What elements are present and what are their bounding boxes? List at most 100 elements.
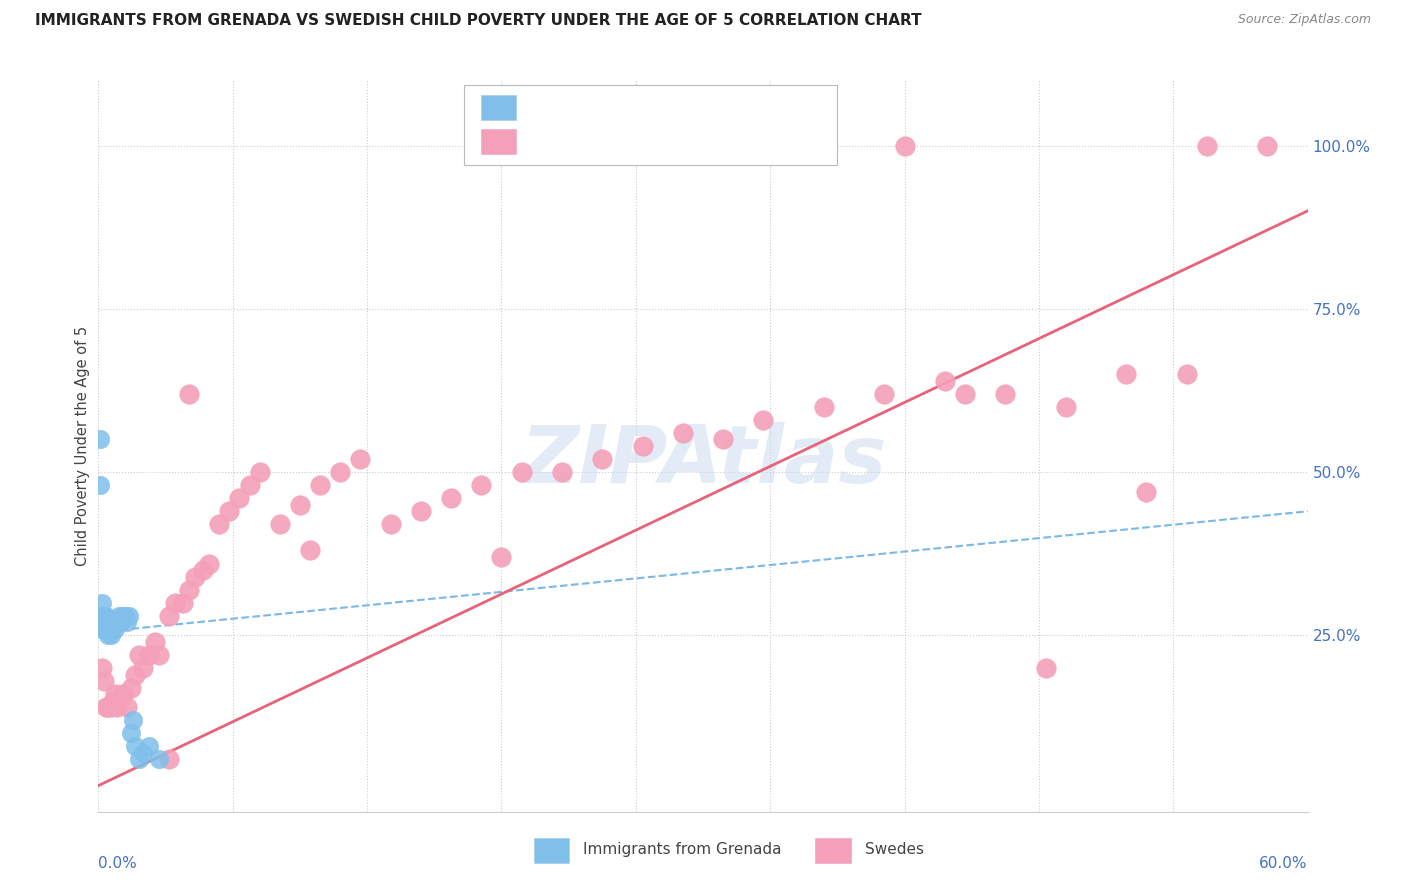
Point xyxy=(93,674,115,689)
Text: Swedes: Swedes xyxy=(865,842,924,857)
Point xyxy=(711,433,734,447)
Point xyxy=(101,615,124,630)
Point xyxy=(208,517,231,532)
Point xyxy=(100,628,122,642)
Point xyxy=(269,517,291,532)
Point xyxy=(111,687,134,701)
Point xyxy=(132,661,155,675)
Point xyxy=(228,491,250,506)
Point xyxy=(138,739,160,754)
Point xyxy=(143,635,166,649)
Point xyxy=(89,608,111,623)
Point xyxy=(1175,367,1198,381)
Text: ZIPAtlas: ZIPAtlas xyxy=(520,422,886,500)
Y-axis label: Child Poverty Under the Age of 5: Child Poverty Under the Age of 5 xyxy=(75,326,90,566)
Point xyxy=(349,452,371,467)
Point xyxy=(120,681,142,695)
Point xyxy=(97,615,120,630)
Point xyxy=(97,622,120,636)
Point xyxy=(631,439,654,453)
Point xyxy=(510,465,533,479)
Point xyxy=(93,608,115,623)
Point xyxy=(105,700,128,714)
Point xyxy=(103,615,125,630)
Point xyxy=(100,615,122,630)
Point xyxy=(672,425,695,440)
Point xyxy=(551,465,574,479)
Point xyxy=(121,714,143,728)
Point xyxy=(177,582,201,597)
Point xyxy=(138,648,160,662)
Point xyxy=(103,622,125,636)
Point xyxy=(124,667,146,681)
Text: Source: ZipAtlas.com: Source: ZipAtlas.com xyxy=(1237,13,1371,27)
Point xyxy=(934,374,956,388)
Point xyxy=(91,622,114,636)
Point xyxy=(239,478,262,492)
Point xyxy=(114,608,136,623)
Point xyxy=(218,504,240,518)
Point xyxy=(163,596,186,610)
Point xyxy=(100,622,122,636)
Point xyxy=(101,694,124,708)
Point xyxy=(148,752,170,766)
Point xyxy=(97,700,120,714)
Point xyxy=(172,596,194,610)
Point xyxy=(128,752,150,766)
Point xyxy=(128,648,150,662)
Point xyxy=(110,615,132,630)
Point xyxy=(198,557,221,571)
Point xyxy=(491,549,513,564)
Point xyxy=(752,413,775,427)
Point xyxy=(1054,400,1077,414)
Point xyxy=(120,726,142,740)
Point xyxy=(148,648,170,662)
Text: N = 64: N = 64 xyxy=(666,133,727,148)
Point xyxy=(93,622,115,636)
Text: Immigrants from Grenada: Immigrants from Grenada xyxy=(583,842,782,857)
Point xyxy=(96,608,118,623)
Text: R = 0.072: R = 0.072 xyxy=(533,99,620,114)
Point xyxy=(193,563,215,577)
Point xyxy=(994,386,1017,401)
Point xyxy=(124,739,146,754)
Point xyxy=(1256,138,1278,153)
Point xyxy=(89,478,111,492)
Point xyxy=(91,661,114,675)
Point xyxy=(470,478,492,492)
Text: 0.0%: 0.0% xyxy=(98,855,138,871)
Point xyxy=(105,615,128,630)
Point xyxy=(96,622,118,636)
Point xyxy=(157,608,180,623)
Point xyxy=(1195,138,1218,153)
Point xyxy=(249,465,271,479)
Point xyxy=(97,628,120,642)
Point xyxy=(103,615,125,630)
Point xyxy=(288,498,311,512)
Point xyxy=(93,608,115,623)
Point xyxy=(157,752,180,766)
Point xyxy=(1135,484,1157,499)
Point xyxy=(97,615,120,630)
Point xyxy=(132,746,155,760)
Point xyxy=(953,386,976,401)
Point xyxy=(100,700,122,714)
Text: R = 0.751: R = 0.751 xyxy=(533,133,620,148)
Point xyxy=(309,478,332,492)
Point xyxy=(107,694,129,708)
Point xyxy=(89,433,111,447)
Point xyxy=(91,615,114,630)
Point xyxy=(96,700,118,714)
Point xyxy=(409,504,432,518)
Text: N = 43: N = 43 xyxy=(666,99,727,114)
Point xyxy=(115,700,138,714)
Point xyxy=(96,615,118,630)
Point xyxy=(101,615,124,630)
Text: 60.0%: 60.0% xyxy=(1260,855,1308,871)
Point xyxy=(1035,661,1057,675)
Point xyxy=(380,517,402,532)
Point xyxy=(873,386,896,401)
Point xyxy=(591,452,613,467)
Point xyxy=(177,386,201,401)
Point xyxy=(115,615,138,630)
